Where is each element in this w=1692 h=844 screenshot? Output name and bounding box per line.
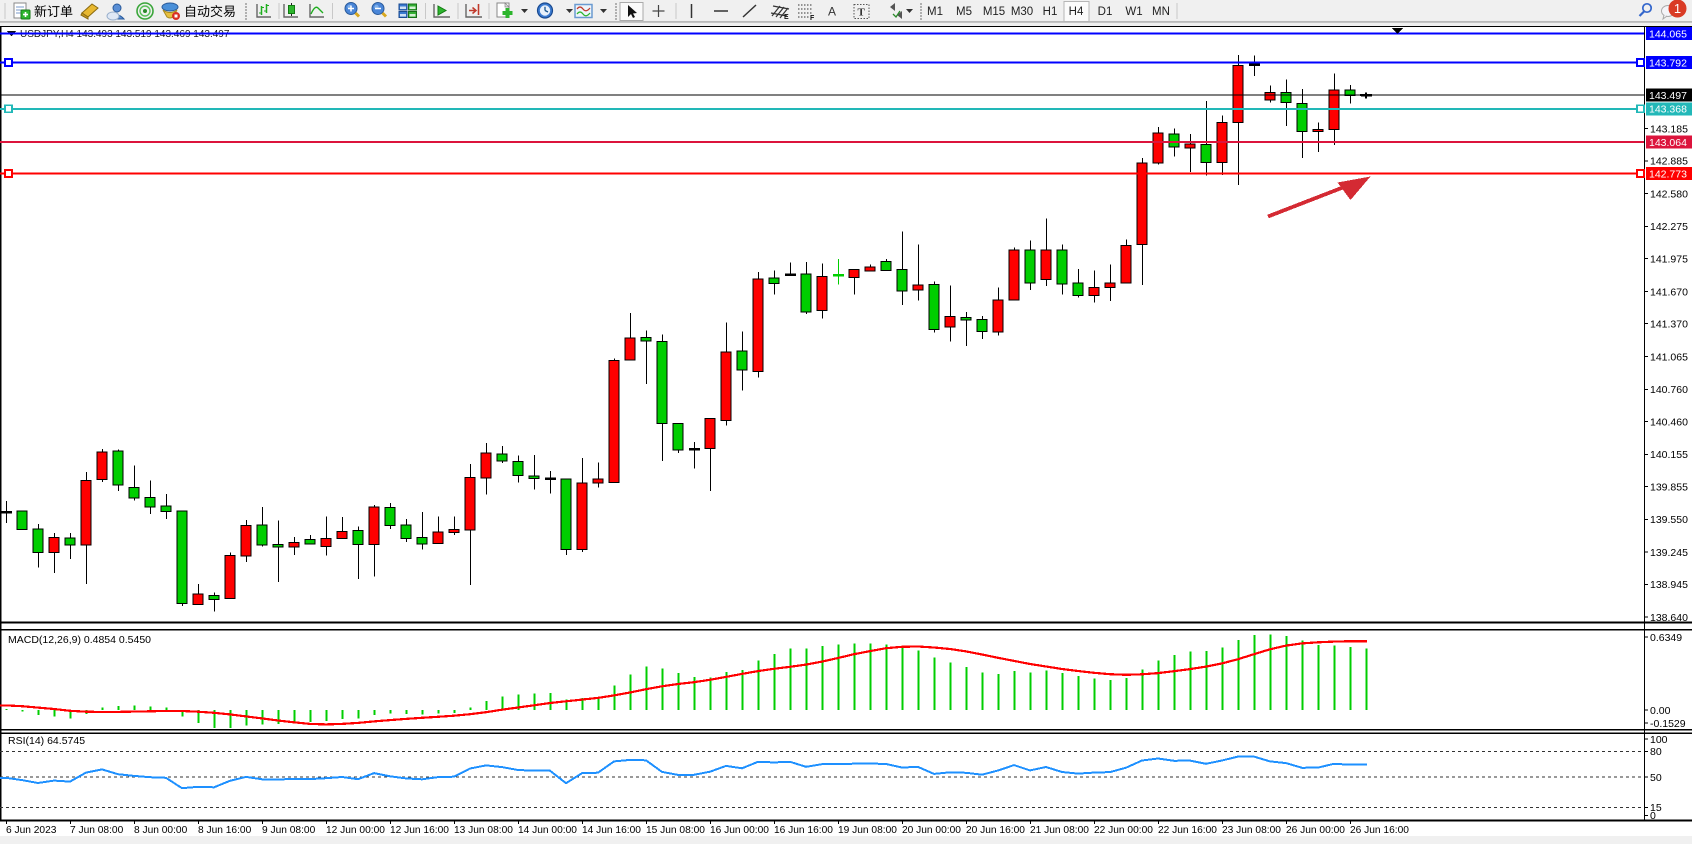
svg-text:16 Jun 00:00: 16 Jun 00:00 xyxy=(710,825,769,836)
svg-text:139.855: 139.855 xyxy=(1650,481,1688,493)
svg-text:22 Jun 16:00: 22 Jun 16:00 xyxy=(1158,825,1217,836)
svg-text:142.580: 142.580 xyxy=(1650,188,1688,200)
svg-text:7 Jun 08:00: 7 Jun 08:00 xyxy=(70,825,124,836)
svg-text:15: 15 xyxy=(1650,802,1662,814)
svg-text:A: A xyxy=(828,5,836,19)
svg-text:22 Jun 00:00: 22 Jun 00:00 xyxy=(1094,825,1153,836)
svg-text:141.670: 141.670 xyxy=(1650,286,1688,298)
svg-text:14 Jun 00:00: 14 Jun 00:00 xyxy=(518,825,577,836)
svg-text:14 Jun 16:00: 14 Jun 16:00 xyxy=(582,825,641,836)
svg-text:12 Jun 00:00: 12 Jun 00:00 xyxy=(326,825,385,836)
svg-text:143.185: 143.185 xyxy=(1650,123,1688,135)
svg-text:143.792: 143.792 xyxy=(1649,57,1687,69)
svg-text:6 Jun 2023: 6 Jun 2023 xyxy=(6,825,57,836)
svg-text:139.245: 139.245 xyxy=(1650,547,1688,559)
svg-text:140.155: 140.155 xyxy=(1650,449,1688,461)
svg-text:M30: M30 xyxy=(1011,6,1033,18)
svg-text:1: 1 xyxy=(1674,1,1681,16)
svg-text:20 Jun 00:00: 20 Jun 00:00 xyxy=(902,825,961,836)
svg-text:142.275: 142.275 xyxy=(1650,221,1688,233)
svg-text:M15: M15 xyxy=(983,6,1005,18)
svg-text:13 Jun 08:00: 13 Jun 08:00 xyxy=(454,825,513,836)
svg-text:19 Jun 08:00: 19 Jun 08:00 xyxy=(838,825,897,836)
svg-text:9 Jun 08:00: 9 Jun 08:00 xyxy=(262,825,316,836)
svg-text:W1: W1 xyxy=(1125,6,1142,18)
svg-text:141.065: 141.065 xyxy=(1650,351,1688,363)
svg-text:142.773: 142.773 xyxy=(1649,168,1687,180)
svg-text:D1: D1 xyxy=(1098,6,1113,18)
svg-text:143.368: 143.368 xyxy=(1649,104,1687,116)
svg-text:MN: MN xyxy=(1152,6,1170,18)
svg-text:26 Jun 16:00: 26 Jun 16:00 xyxy=(1350,825,1409,836)
svg-text:RSI(14) 64.5745: RSI(14) 64.5745 xyxy=(8,735,85,747)
svg-text:15 Jun 08:00: 15 Jun 08:00 xyxy=(646,825,705,836)
svg-text:144.065: 144.065 xyxy=(1649,28,1687,40)
svg-text:0.00: 0.00 xyxy=(1650,705,1671,717)
svg-text:0: 0 xyxy=(1650,810,1656,822)
svg-text:141.975: 141.975 xyxy=(1650,253,1688,265)
svg-text:H1: H1 xyxy=(1043,6,1058,18)
svg-text:T: T xyxy=(858,7,866,19)
svg-text:21 Jun 08:00: 21 Jun 08:00 xyxy=(1030,825,1089,836)
svg-text:20 Jun 16:00: 20 Jun 16:00 xyxy=(966,825,1025,836)
svg-text:23 Jun 08:00: 23 Jun 08:00 xyxy=(1222,825,1281,836)
svg-text:80: 80 xyxy=(1650,746,1662,758)
svg-text:8 Jun 16:00: 8 Jun 16:00 xyxy=(198,825,252,836)
svg-text:12 Jun 16:00: 12 Jun 16:00 xyxy=(390,825,449,836)
svg-text:142.885: 142.885 xyxy=(1650,156,1688,168)
svg-text:-0.1529: -0.1529 xyxy=(1650,718,1686,730)
svg-text:138.640: 138.640 xyxy=(1650,612,1688,624)
svg-text:16 Jun 16:00: 16 Jun 16:00 xyxy=(774,825,833,836)
svg-text:E: E xyxy=(784,14,789,21)
svg-text:140.760: 140.760 xyxy=(1650,384,1688,396)
svg-text:M5: M5 xyxy=(956,6,972,18)
svg-text:50: 50 xyxy=(1650,772,1662,784)
svg-text:138.945: 138.945 xyxy=(1650,579,1688,591)
svg-text:143.497: 143.497 xyxy=(1649,90,1687,102)
svg-text:100: 100 xyxy=(1650,734,1668,746)
svg-text:139.550: 139.550 xyxy=(1650,514,1688,526)
svg-text:F: F xyxy=(810,15,815,22)
svg-text:MACD(12,26,9) 0.4854 0.5450: MACD(12,26,9) 0.4854 0.5450 xyxy=(8,634,151,646)
svg-text:H4: H4 xyxy=(1069,6,1084,18)
svg-text:M1: M1 xyxy=(927,6,943,18)
svg-text:140.460: 140.460 xyxy=(1650,416,1688,428)
svg-text:141.370: 141.370 xyxy=(1650,319,1688,331)
svg-text:0.6349: 0.6349 xyxy=(1650,632,1682,644)
svg-text:143.064: 143.064 xyxy=(1649,137,1687,149)
svg-text:26 Jun 00:00: 26 Jun 00:00 xyxy=(1286,825,1345,836)
svg-text:8 Jun 00:00: 8 Jun 00:00 xyxy=(134,825,188,836)
